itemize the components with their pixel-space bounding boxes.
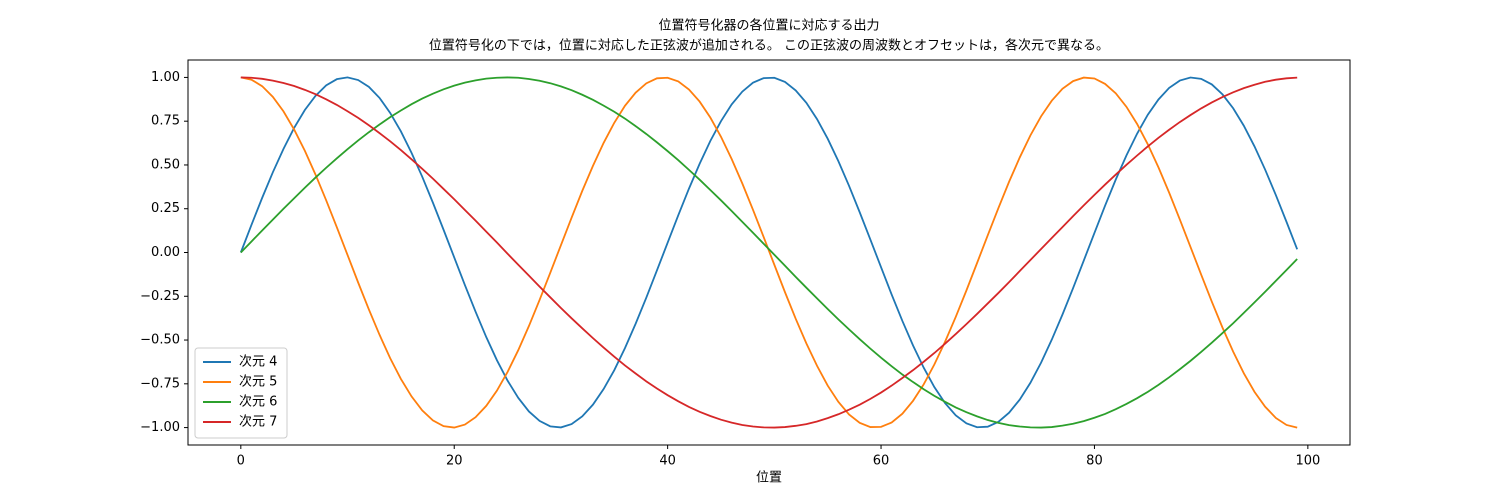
x-tick-label: 40	[659, 454, 676, 469]
y-tick-label: −0.25	[140, 289, 180, 304]
plot-frame	[187, 59, 1351, 446]
y-tick-label: −0.75	[140, 376, 180, 391]
series-line	[240, 76, 1298, 429]
x-tick-label: 0	[237, 454, 245, 469]
series-line	[240, 76, 1298, 429]
x-tick-label: 100	[1295, 454, 1320, 469]
legend-label: 次元 4	[239, 354, 277, 370]
x-axis-label: 位置	[756, 471, 782, 486]
legend-label: 次元 5	[239, 374, 277, 390]
legend-label: 次元 6	[239, 394, 277, 410]
chart-subtitle: 位置符号化の下では，位置に対応した正弦波が追加される。 この正弦波の周波数とオフ…	[429, 38, 1109, 54]
legend: 次元 4 次元 5 次元 6 次元 7	[194, 347, 288, 439]
legend-box	[194, 347, 288, 439]
series-line	[240, 76, 1298, 429]
y-tick-label: 0.75	[151, 114, 180, 129]
y-tick-label: 0.25	[151, 201, 180, 216]
y-tick-label: 0.50	[151, 157, 180, 172]
y-tick-label: −1.00	[140, 420, 180, 435]
y-tick-label: 1.00	[151, 70, 180, 85]
legend-label: 次元 7	[239, 414, 277, 430]
x-tick-label: 80	[1086, 454, 1103, 469]
chart-title: 位置符号化器の各位置に対応する出力	[658, 18, 879, 34]
x-tick-label: 60	[873, 454, 890, 469]
x-tick-label: 20	[446, 454, 463, 469]
y-tick-label: −0.50	[140, 333, 180, 348]
y-tick-label: 0.00	[151, 245, 180, 260]
